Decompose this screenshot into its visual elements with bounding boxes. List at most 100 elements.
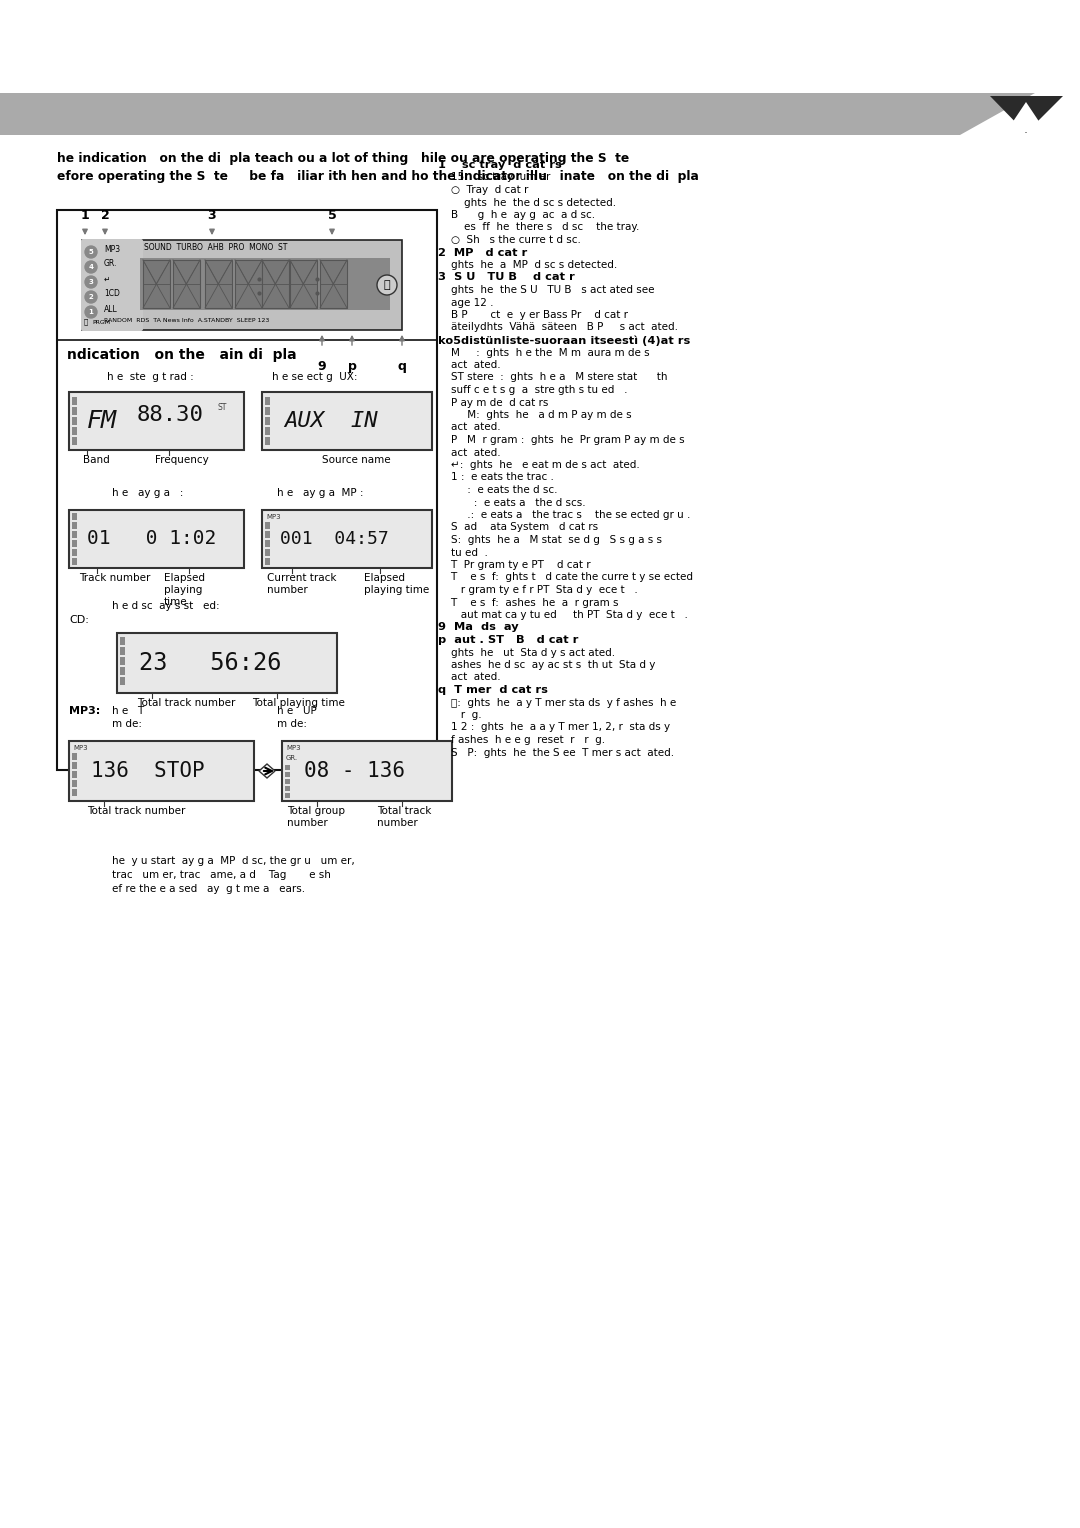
Text: MP3: MP3 — [73, 746, 87, 750]
Bar — [265, 417, 270, 425]
Text: ghts  he  the S U   TU B   s act ated see: ghts he the S U TU B s act ated see — [438, 286, 654, 295]
Text: 3: 3 — [89, 280, 94, 286]
Text: äteilydhts  Vähä  säteen   B P     s act  ated.: äteilydhts Vähä säteen B P s act ated. — [438, 322, 678, 333]
Bar — [173, 260, 200, 309]
Text: 4: 4 — [89, 264, 94, 270]
Text: playing time: playing time — [364, 585, 429, 594]
Circle shape — [85, 261, 97, 274]
Bar — [0, 93, 960, 134]
Bar — [265, 397, 270, 405]
Text: AUX  IN: AUX IN — [284, 411, 378, 431]
Text: :  e eats the d sc.: : e eats the d sc. — [438, 484, 557, 495]
Bar — [265, 532, 270, 538]
Text: Total group: Total group — [287, 805, 345, 816]
Bar — [320, 260, 347, 309]
Text: he indication   on the di  pla teach ou a lot of thing   hile ou are operating t: he indication on the di pla teach ou a l… — [57, 151, 630, 165]
Bar — [140, 258, 390, 310]
Bar — [265, 426, 270, 435]
Circle shape — [377, 275, 397, 295]
Bar — [205, 260, 232, 309]
Text: act  ated.: act ated. — [438, 672, 501, 683]
Bar — [117, 633, 337, 694]
Text: Track number: Track number — [79, 573, 150, 584]
FancyBboxPatch shape — [81, 238, 143, 332]
Text: 15:   sc tray  um er: 15: sc tray um er — [438, 173, 551, 182]
Text: 136  STOP: 136 STOP — [91, 761, 204, 781]
Bar — [72, 523, 77, 529]
Text: 2: 2 — [89, 293, 93, 299]
Text: number: number — [287, 817, 327, 828]
Text: RANDOM  RDS  TA News Info  A.STANDBY  SLEEP 123: RANDOM RDS TA News Info A.STANDBY SLEEP … — [104, 318, 269, 322]
Text: Total track number: Total track number — [137, 698, 235, 707]
Text: tu ed  .: tu ed . — [438, 547, 488, 558]
Bar — [69, 510, 244, 568]
Text: Band: Band — [83, 455, 110, 465]
Bar — [282, 741, 453, 801]
Text: h e  ste  g t rad :: h e ste g t rad : — [107, 371, 193, 382]
Text: M     :  ghts  h e the  M m  aura m de s: M : ghts h e the M m aura m de s — [438, 347, 650, 358]
Bar — [265, 406, 270, 416]
Text: h e se ect g  UX:: h e se ect g UX: — [272, 371, 357, 382]
Text: es  ff  he  there s   d sc    the tray.: es ff he there s d sc the tray. — [438, 223, 639, 232]
Text: ↵:  ghts  he   e eat m de s act  ated.: ↵: ghts he e eat m de s act ated. — [438, 460, 639, 471]
Text: 23   56:26: 23 56:26 — [139, 651, 282, 675]
Bar — [262, 260, 289, 309]
Circle shape — [85, 290, 97, 303]
Bar — [262, 393, 432, 451]
Bar — [285, 785, 291, 792]
Text: S  ad    ata System   d cat rs: S ad ata System d cat rs — [438, 523, 598, 532]
Text: efore operating the S  te     be fa   iliar ith hen and ho the indicator illu   : efore operating the S te be fa iliar ith… — [57, 170, 699, 183]
Bar — [262, 510, 432, 568]
Text: q: q — [397, 361, 406, 373]
Text: .:  e eats a   the trac s    the se ected gr u .: .: e eats a the trac s the se ected gr u… — [438, 510, 690, 520]
Text: ndication   on the   ain di  pla: ndication on the ain di pla — [67, 348, 297, 362]
Text: 2: 2 — [100, 209, 109, 222]
Bar — [72, 397, 77, 405]
Bar — [120, 657, 125, 665]
Bar — [143, 260, 170, 309]
Text: h e   UP: h e UP — [276, 706, 316, 717]
Text: f ashes  h e e g  reset  r   r  g.: f ashes h e e g reset r r g. — [438, 735, 605, 746]
Text: q  T mer  d cat rs: q T mer d cat rs — [438, 685, 548, 695]
Text: number: number — [267, 585, 308, 594]
Bar — [72, 417, 77, 425]
Text: SOUND  TURBO  AHB  PRO  MONO  ST: SOUND TURBO AHB PRO MONO ST — [144, 243, 287, 252]
Text: 5: 5 — [89, 249, 93, 255]
Bar — [285, 793, 291, 798]
Text: CD:: CD: — [69, 614, 89, 625]
Text: 1 2 :  ghts  he  a a y T mer 1, 2, r  sta ds y: 1 2 : ghts he a a y T mer 1, 2, r sta ds… — [438, 723, 670, 732]
Text: 9  Ma  ds  ay: 9 Ma ds ay — [438, 622, 518, 633]
Bar — [72, 539, 77, 547]
Text: Total track: Total track — [377, 805, 431, 816]
Text: T    e s  f:  ghts t   d cate the curre t y se ected: T e s f: ghts t d cate the curre t y se … — [438, 573, 693, 582]
Circle shape — [85, 246, 97, 258]
Bar — [265, 437, 270, 445]
Text: p  aut . ST   B   d cat r: p aut . ST B d cat r — [438, 636, 579, 645]
Text: P   M  r gram :  ghts  he  Pr gram P ay m de s: P M r gram : ghts he Pr gram P ay m de s — [438, 435, 685, 445]
Text: 1 :  e eats the trac .: 1 : e eats the trac . — [438, 472, 554, 483]
Polygon shape — [1005, 102, 1047, 131]
Bar — [72, 549, 77, 556]
Bar — [72, 406, 77, 416]
Text: 9: 9 — [318, 361, 326, 373]
Text: r gram ty e f r PT  Sta d y  ece t   .: r gram ty e f r PT Sta d y ece t . — [438, 585, 638, 594]
Bar — [82, 240, 402, 330]
Bar — [69, 393, 244, 451]
Text: 88.30: 88.30 — [137, 405, 204, 425]
Text: 1    sc tray  d cat rs: 1 sc tray d cat rs — [438, 160, 562, 170]
Text: MP3: MP3 — [266, 513, 281, 520]
Text: number: number — [377, 817, 418, 828]
Text: Frequency: Frequency — [156, 455, 208, 465]
Text: P ay m de  d cat rs: P ay m de d cat rs — [438, 397, 549, 408]
Text: M:  ghts  he   a d m P ay m de s: M: ghts he a d m P ay m de s — [438, 410, 632, 420]
Bar — [72, 753, 77, 759]
Polygon shape — [259, 764, 275, 778]
Text: time: time — [164, 597, 188, 607]
Text: Elapsed: Elapsed — [164, 573, 205, 584]
Bar — [72, 779, 77, 787]
Bar — [285, 772, 291, 778]
Text: 1CD: 1CD — [104, 289, 120, 298]
Bar — [72, 426, 77, 435]
Text: PRGM: PRGM — [92, 319, 110, 324]
Bar — [69, 741, 254, 801]
